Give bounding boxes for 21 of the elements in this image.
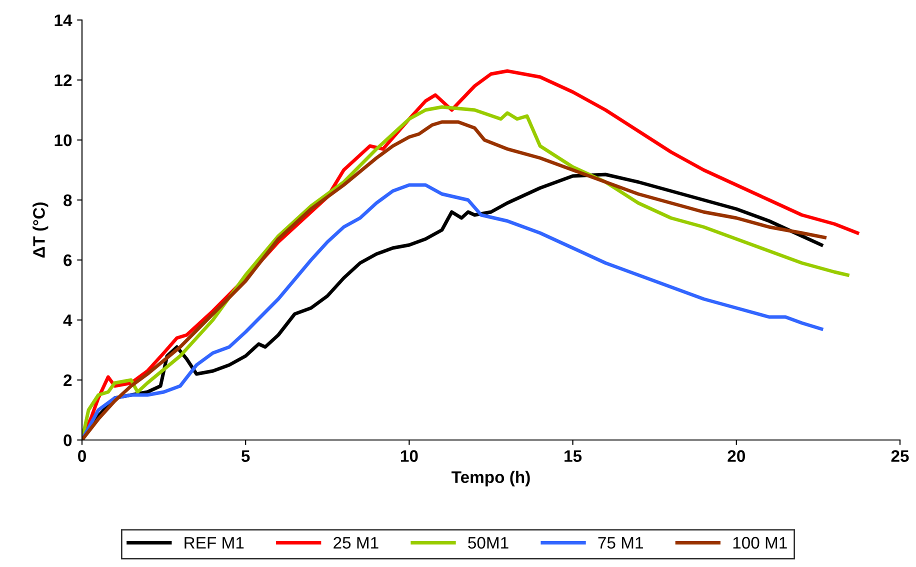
x-tick-label: 5: [241, 450, 250, 462]
y-axis-title: ΔT (°C): [32, 202, 48, 258]
legend-label: 75 M1: [598, 537, 643, 549]
y-tick-label: 10: [54, 134, 72, 146]
legend-label: 25 M1: [334, 536, 378, 549]
x-tick-label: 0: [78, 450, 86, 462]
x-tick-label: 20: [728, 450, 745, 462]
x-tick-label: 25: [891, 450, 909, 462]
legend-label: 100 M1: [733, 536, 787, 549]
legend-label: REF M1: [184, 537, 244, 549]
y-tick-label: 12: [54, 74, 72, 86]
y-tick-label: 2: [64, 374, 72, 386]
y-tick-label: 8: [64, 194, 72, 206]
x-tick-label: 15: [564, 450, 582, 462]
x-axis-title: Tempo (h): [452, 470, 530, 486]
y-tick-label: 0: [64, 434, 72, 446]
legend-label: 50M1: [468, 536, 508, 549]
y-tick-label: 6: [64, 254, 72, 266]
y-tick-label: 4: [63, 314, 72, 326]
y-tick-label: 14: [54, 14, 72, 26]
x-tick-label: 10: [400, 450, 418, 462]
